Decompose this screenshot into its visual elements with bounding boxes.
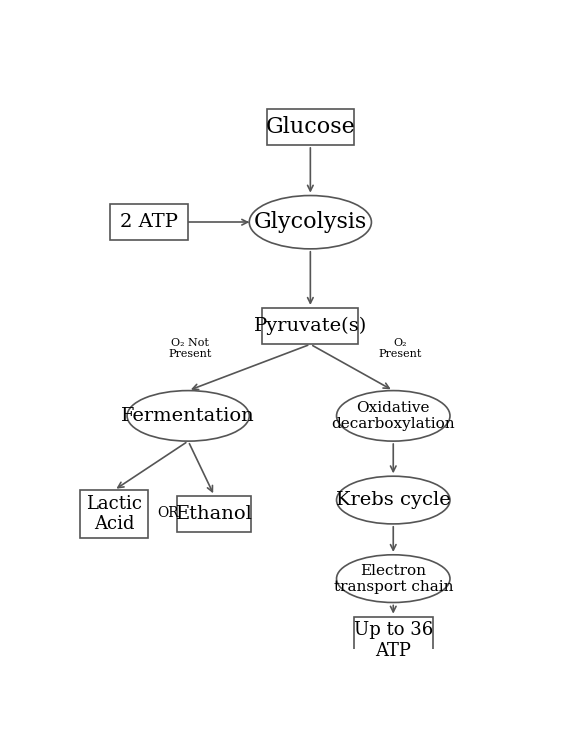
FancyBboxPatch shape (267, 109, 354, 145)
FancyBboxPatch shape (80, 490, 148, 538)
Text: Lactic
Acid: Lactic Acid (86, 495, 142, 534)
FancyBboxPatch shape (354, 617, 432, 664)
Text: OR: OR (157, 506, 178, 520)
Ellipse shape (337, 555, 450, 602)
Text: Pyruvate(s): Pyruvate(s) (254, 317, 367, 335)
Text: O₂
Present: O₂ Present (378, 338, 422, 359)
FancyBboxPatch shape (177, 496, 252, 532)
Text: 2 ATP: 2 ATP (120, 213, 178, 231)
Ellipse shape (127, 391, 249, 441)
Text: Up to 36
ATP: Up to 36 ATP (354, 621, 433, 660)
Text: Krebs cycle: Krebs cycle (336, 491, 450, 509)
FancyBboxPatch shape (110, 204, 188, 241)
Text: Glucose: Glucose (266, 116, 355, 138)
FancyBboxPatch shape (262, 308, 358, 344)
Text: O₂ Not
Present: O₂ Not Present (169, 338, 212, 359)
Ellipse shape (337, 391, 450, 441)
Ellipse shape (337, 476, 450, 524)
Text: Fermentation: Fermentation (121, 407, 255, 425)
Text: Oxidative
decarboxylation: Oxidative decarboxylation (332, 401, 455, 431)
Text: Ethanol: Ethanol (176, 505, 253, 523)
Ellipse shape (249, 195, 372, 249)
Text: Electron
transport chain: Electron transport chain (333, 564, 453, 593)
Text: Glycolysis: Glycolysis (254, 211, 367, 233)
